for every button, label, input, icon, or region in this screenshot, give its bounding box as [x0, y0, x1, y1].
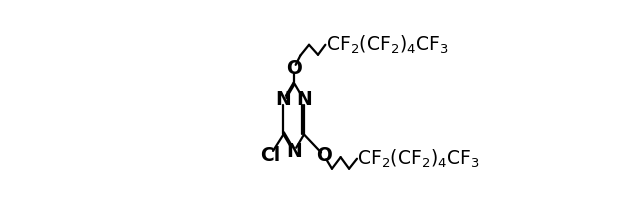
Text: O: O: [316, 146, 332, 165]
Text: Cl: Cl: [260, 146, 280, 165]
Text: CF$_2$(CF$_2$)$_4$CF$_3$: CF$_2$(CF$_2$)$_4$CF$_3$: [326, 34, 449, 56]
Text: N: N: [286, 142, 301, 161]
Text: CF$_2$(CF$_2$)$_4$CF$_3$: CF$_2$(CF$_2$)$_4$CF$_3$: [358, 148, 481, 170]
Text: N: N: [296, 90, 312, 109]
Text: N: N: [276, 90, 291, 109]
Text: O: O: [286, 59, 301, 78]
